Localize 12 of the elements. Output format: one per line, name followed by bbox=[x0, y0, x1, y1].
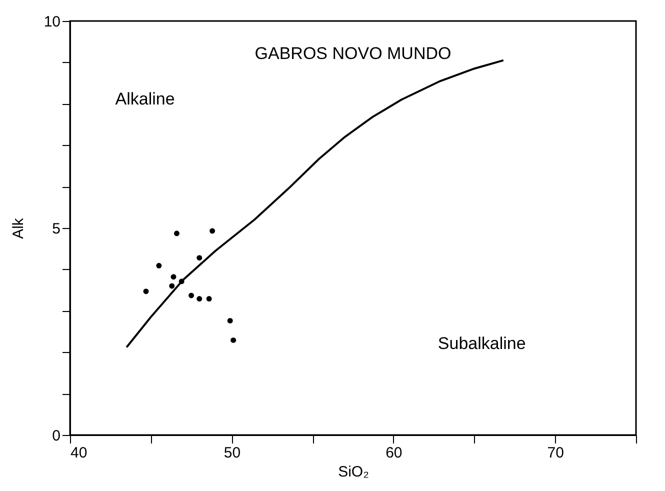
annotation: GABROS NOVO MUNDO bbox=[254, 44, 452, 64]
y-axis-title: Alk bbox=[10, 218, 27, 239]
x-tick-label: 60 bbox=[386, 444, 402, 462]
x-tick-label: 50 bbox=[224, 444, 241, 462]
x-axis-title: SiO₂ bbox=[338, 464, 370, 480]
y-tick-label: 10 bbox=[44, 14, 60, 30]
x-tick-label: 40 bbox=[70, 444, 88, 462]
annotation: Alkaline bbox=[115, 90, 175, 109]
annotation: Subalkaline bbox=[438, 334, 526, 353]
x-tick-label: 70 bbox=[547, 444, 564, 462]
y-tick-label: 5 bbox=[52, 220, 60, 238]
y-tick-label: 0 bbox=[52, 428, 60, 444]
